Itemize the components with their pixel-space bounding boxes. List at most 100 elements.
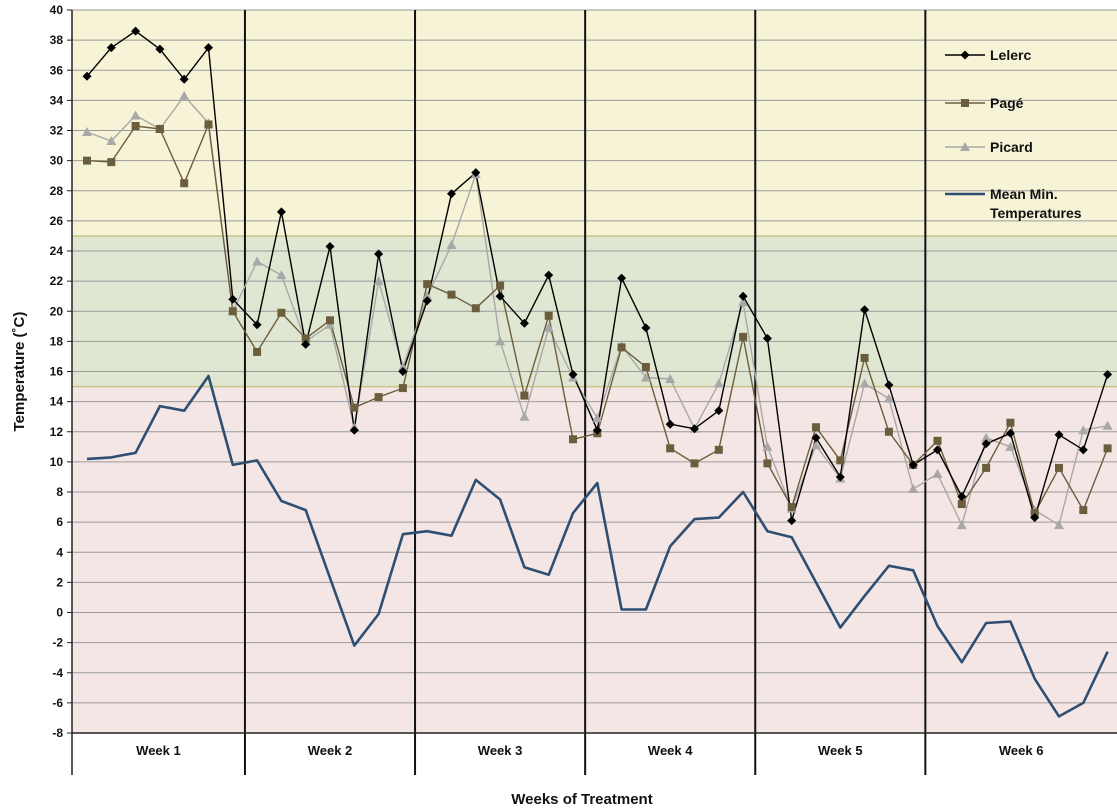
- y-tick-label: 28: [50, 184, 64, 198]
- week-separators: [243, 10, 927, 775]
- data-point-page: [107, 158, 116, 167]
- week-label: Week 1: [136, 743, 181, 758]
- data-point-picard: [1102, 420, 1113, 430]
- data-point-lelerc: [1030, 513, 1040, 523]
- data-point-lelerc: [787, 516, 797, 526]
- data-point-lelerc: [860, 305, 870, 315]
- data-point-picard: [543, 322, 554, 332]
- y-tick-label: 20: [50, 304, 64, 318]
- data-point-lelerc: [495, 291, 505, 301]
- data-point-lelerc: [592, 425, 602, 435]
- y-tick-label: 0: [56, 606, 63, 620]
- series-markers: [82, 26, 1113, 530]
- data-point-lelerc: [835, 472, 845, 482]
- data-point-picard: [811, 440, 821, 450]
- legend-label-page: Pagé: [990, 95, 1024, 111]
- data-point-lelerc: [276, 207, 286, 217]
- data-point-page: [544, 311, 553, 320]
- data-point-picard: [325, 319, 335, 329]
- data-point-picard: [738, 297, 749, 307]
- data-point-picard: [883, 393, 894, 403]
- y-axis-title: Temperature (˚C): [11, 312, 28, 432]
- data-point-picard: [82, 127, 92, 137]
- y-tick-label: -4: [52, 666, 63, 680]
- data-point-page: [83, 156, 91, 165]
- data-point-picard: [908, 483, 919, 493]
- data-point-page: [787, 503, 796, 512]
- legend-label-line: Mean Min.: [990, 186, 1058, 202]
- data-point-page: [739, 332, 748, 341]
- y-tick-label: 14: [50, 395, 64, 409]
- week-label: Week 6: [999, 743, 1044, 758]
- data-point-picard: [665, 374, 676, 384]
- y-tick-label: 40: [50, 3, 64, 17]
- legend: Lelerc Pagé Picard Mean Min. Temperatures: [945, 47, 1082, 221]
- week-label: Week 3: [478, 743, 523, 758]
- data-point-lelerc: [1054, 430, 1064, 440]
- data-point-page: [520, 391, 529, 400]
- data-point-page: [763, 459, 772, 468]
- data-point-lelerc: [398, 367, 408, 376]
- y-tick-label: 38: [50, 33, 64, 47]
- data-point-lelerc: [981, 439, 991, 449]
- y-tick-label: 34: [50, 93, 64, 107]
- data-point-lelerc: [933, 445, 942, 455]
- data-point-lelerc: [714, 406, 724, 416]
- data-point-picard: [1078, 425, 1089, 435]
- data-point-page: [228, 307, 237, 316]
- data-point-picard: [713, 378, 724, 388]
- data-point-picard: [179, 90, 190, 100]
- y-tick-label: 36: [50, 63, 64, 77]
- y-tick-label: 30: [50, 154, 64, 168]
- data-point-page: [326, 316, 334, 325]
- data-point-page: [496, 281, 505, 290]
- data-point-page: [155, 124, 164, 133]
- data-point-page: [277, 308, 286, 317]
- data-point-lelerc: [908, 460, 918, 470]
- data-point-lelerc: [617, 273, 627, 283]
- data-point-picard: [762, 441, 773, 451]
- data-point-lelerc: [641, 323, 651, 333]
- data-point-picard: [446, 239, 457, 249]
- y-tick-label: 2: [56, 575, 63, 589]
- data-point-lelerc: [544, 270, 554, 280]
- y-tick-label: 32: [50, 124, 64, 138]
- data-point-page: [301, 334, 310, 343]
- data-point-lelerc: [471, 168, 481, 178]
- data-point-page: [350, 403, 359, 412]
- data-point-picard: [397, 361, 408, 371]
- data-point-picard: [422, 291, 433, 301]
- data-point-lelerc: [82, 71, 92, 81]
- data-point-lelerc: [690, 424, 699, 434]
- y-tick-label: 24: [50, 244, 64, 258]
- week-label: Week 4: [648, 743, 693, 758]
- data-point-page: [253, 347, 262, 356]
- data-point-page: [447, 290, 456, 299]
- data-point-picard: [106, 136, 117, 146]
- data-point-lelerc: [204, 43, 213, 53]
- y-tick-label: -8: [52, 726, 63, 740]
- data-point-lelerc: [325, 241, 335, 251]
- axes: [71, 10, 1117, 775]
- week-label: Week 2: [308, 743, 353, 758]
- data-point-page: [860, 353, 869, 362]
- data-point-page: [1055, 463, 1063, 472]
- data-point-page: [374, 393, 383, 402]
- data-point-lelerc: [762, 333, 772, 343]
- data-point-lelerc: [811, 433, 821, 443]
- data-point-lelerc: [1103, 370, 1113, 380]
- y-tick-label: 12: [50, 425, 64, 439]
- data-point-page: [836, 456, 845, 465]
- data-point-picard: [640, 372, 651, 382]
- legend-label-lelerc: Lelerc: [990, 47, 1031, 63]
- data-point-picard: [956, 520, 967, 530]
- legend-swatch-marker: [961, 99, 969, 107]
- data-point-page: [617, 343, 626, 352]
- data-point-picard: [373, 276, 384, 286]
- data-point-page: [471, 304, 480, 313]
- y-tick-label: 8: [56, 485, 63, 499]
- legend-label-mean-min-temperatures: Mean Min. Temperatures: [990, 186, 1082, 221]
- data-point-lelerc: [228, 294, 238, 304]
- data-point-lelerc: [252, 320, 262, 330]
